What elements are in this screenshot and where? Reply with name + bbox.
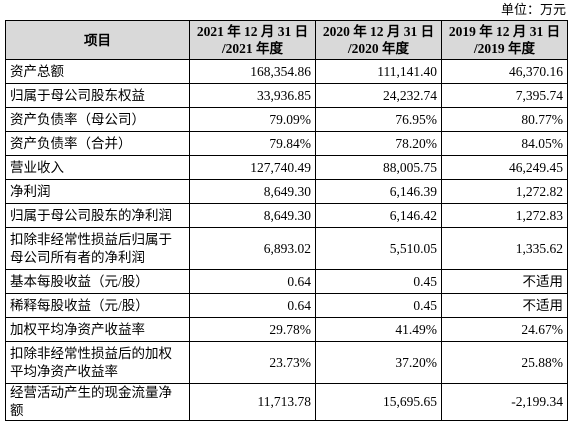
- header-row: 项目 2021 年 12 月 31 日/2021 年度 2020 年 12 月 31…: [5, 20, 568, 60]
- header-line: /2020 年度: [347, 41, 410, 56]
- table-row: 扣除非经常性损益后归属于母公司所有者的净利润 6,893.02 5,510.05 1,…: [5, 227, 568, 270]
- header-line: /2019 年度: [473, 41, 536, 56]
- cell-value: 8,649.30: [189, 203, 316, 228]
- cell-value: 6,893.02: [189, 227, 316, 270]
- cell-value: 78.20%: [315, 131, 442, 156]
- cell-value: 6,146.39: [315, 179, 442, 204]
- table-head: 项目 2021 年 12 月 31 日/2021 年度 2020 年 12 月 31…: [5, 20, 568, 60]
- cell-value: 80.77%: [441, 107, 568, 132]
- cell-value: 0.64: [189, 269, 316, 294]
- row-label: 营业收入: [5, 155, 190, 180]
- column-header: 2019 年 12 月 31 日/2019 年度: [441, 20, 568, 60]
- cell-value: 84.05%: [441, 131, 568, 156]
- column-header: 项目: [5, 20, 190, 60]
- header-line: 2020 年 12 月 31 日: [322, 24, 435, 39]
- cell-value: 0.45: [315, 269, 442, 294]
- row-label: 归属于母公司股东的净利润: [5, 203, 190, 228]
- cell-value: 23.73%: [189, 341, 316, 384]
- table-row: 基本每股收益（元/股） 0.64 0.45 不适用: [5, 269, 568, 294]
- cell-value: 8,649.30: [189, 179, 316, 204]
- cell-value: 88,005.75: [315, 155, 442, 180]
- cell-value: 168,354.86: [189, 59, 316, 84]
- table-row: 营业收入 127,740.49 88,005.75 46,249.45: [5, 155, 568, 180]
- table-row: 资产总额 168,354.86 111,141.40 46,370.16: [5, 59, 568, 84]
- cell-value: 6,146.42: [315, 203, 442, 228]
- cell-value: 41.49%: [315, 317, 442, 342]
- cell-value: 24,232.74: [315, 83, 442, 108]
- cell-value: 24.67%: [441, 317, 568, 342]
- cell-value: 37.20%: [315, 341, 442, 384]
- row-label: 资产负债率（母公司）: [5, 107, 190, 132]
- row-label: 归属于母公司股东权益: [5, 83, 190, 108]
- column-header: 2021 年 12 月 31 日/2021 年度: [189, 20, 316, 60]
- row-label: 加权平均净资产收益率: [5, 317, 190, 342]
- cell-value: -2,199.34: [441, 383, 568, 421]
- cell-value: 79.09%: [189, 107, 316, 132]
- cell-value: 15,695.65: [315, 383, 442, 421]
- cell-value: 29.78%: [189, 317, 316, 342]
- cell-value: 33,936.85: [189, 83, 316, 108]
- header-line: /2021 年度: [221, 41, 284, 56]
- header-line: 2021 年 12 月 31 日: [196, 24, 309, 39]
- table-row: 经营活动产生的现金流量净额 11,713.78 15,695.65 -2,199.34: [5, 383, 568, 421]
- row-label: 扣除非经常性损益后的加权平均净资产收益率: [5, 341, 190, 384]
- row-label: 资产负债率（合并）: [5, 131, 190, 156]
- table-row: 加权平均净资产收益率 29.78% 41.49% 24.67%: [5, 317, 568, 342]
- header-line: 2019 年 12 月 31 日: [448, 24, 561, 39]
- row-label: 资产总额: [5, 59, 190, 84]
- table-body: 资产总额 168,354.86 111,141.40 46,370.16 归属于母公司股…: [5, 59, 568, 421]
- row-label: 基本每股收益（元/股）: [5, 269, 190, 294]
- column-header: 2020 年 12 月 31 日/2020 年度: [315, 20, 442, 60]
- table-row: 净利润 8,649.30 6,146.39 1,272.82: [5, 179, 568, 204]
- cell-value: 46,249.45: [441, 155, 568, 180]
- cell-value: 79.84%: [189, 131, 316, 156]
- financial-table: 项目 2021 年 12 月 31 日/2021 年度 2020 年 12 月 31…: [5, 20, 568, 421]
- cell-value: 0.64: [189, 293, 316, 318]
- table-row: 资产负债率（合并） 79.84% 78.20% 84.05%: [5, 131, 568, 156]
- cell-value: 111,141.40: [315, 59, 442, 84]
- cell-value: 5,510.05: [315, 227, 442, 270]
- cell-value: 11,713.78: [189, 383, 316, 421]
- table-row: 扣除非经常性损益后的加权平均净资产收益率 23.73% 37.20% 25.88%: [5, 341, 568, 384]
- cell-value: 25.88%: [441, 341, 568, 384]
- row-label: 扣除非经常性损益后归属于母公司所有者的净利润: [5, 227, 190, 270]
- cell-value: 不适用: [441, 269, 568, 294]
- row-label: 经营活动产生的现金流量净额: [5, 383, 190, 421]
- cell-value: 127,740.49: [189, 155, 316, 180]
- cell-value: 46,370.16: [441, 59, 568, 84]
- header-line: 项目: [84, 32, 111, 48]
- table-row: 稀释每股收益（元/股） 0.64 0.45 不适用: [5, 293, 568, 318]
- table-row: 归属于母公司股东权益 33,936.85 24,232.74 7,395.74: [5, 83, 568, 108]
- cell-value: 1,272.82: [441, 179, 568, 204]
- cell-value: 不适用: [441, 293, 568, 318]
- cell-value: 1,335.62: [441, 227, 568, 270]
- table-row: 资产负债率（母公司） 79.09% 76.95% 80.77%: [5, 107, 568, 132]
- cell-value: 76.95%: [315, 107, 442, 132]
- row-label: 稀释每股收益（元/股）: [5, 293, 190, 318]
- cell-value: 0.45: [315, 293, 442, 318]
- unit-label: 单位：万元: [500, 2, 566, 17]
- table-row: 归属于母公司股东的净利润 8,649.30 6,146.42 1,272.83: [5, 203, 568, 228]
- cell-value: 7,395.74: [441, 83, 568, 108]
- row-label: 净利润: [5, 179, 190, 204]
- cell-value: 1,272.83: [441, 203, 568, 228]
